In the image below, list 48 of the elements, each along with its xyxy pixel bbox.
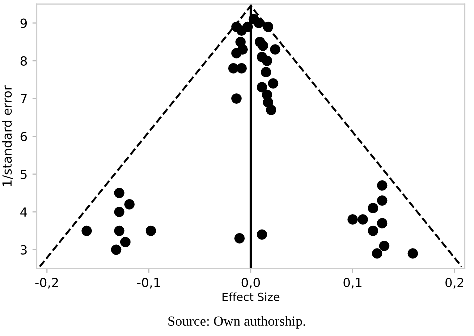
point bbox=[146, 226, 156, 236]
point bbox=[242, 22, 254, 32]
x-tick-label: -0,1 bbox=[137, 278, 160, 289]
point bbox=[257, 230, 268, 240]
point bbox=[348, 214, 358, 225]
y-tick-label: 9 bbox=[20, 18, 28, 28]
point bbox=[258, 40, 268, 52]
point bbox=[377, 218, 388, 229]
point bbox=[254, 18, 264, 28]
point bbox=[124, 199, 135, 210]
y-tick-label: 4 bbox=[20, 208, 28, 217]
point bbox=[263, 22, 274, 32]
x-axis-title: Effect Size bbox=[222, 292, 280, 302]
point bbox=[266, 104, 277, 116]
y-tick-label: 8 bbox=[20, 56, 28, 66]
y-tick-label: 3 bbox=[20, 245, 27, 255]
point bbox=[261, 67, 272, 78]
point bbox=[408, 248, 418, 259]
point bbox=[358, 214, 368, 225]
point bbox=[372, 248, 383, 259]
x-tick-label: 0,0 bbox=[242, 278, 260, 289]
point bbox=[377, 196, 388, 206]
point bbox=[114, 206, 125, 218]
y-tick-label: 6 bbox=[20, 132, 28, 142]
point bbox=[232, 94, 242, 104]
y-tick-label: 7 bbox=[21, 94, 27, 104]
y-tick-label: 5 bbox=[20, 170, 27, 180]
point bbox=[377, 180, 388, 191]
point bbox=[368, 226, 378, 236]
point bbox=[257, 82, 268, 93]
point bbox=[379, 240, 390, 252]
point bbox=[114, 188, 125, 198]
point bbox=[368, 203, 378, 214]
x-tick-label: 0,2 bbox=[446, 278, 464, 289]
point bbox=[270, 44, 281, 55]
point bbox=[114, 226, 125, 236]
point bbox=[234, 233, 245, 244]
point bbox=[268, 78, 279, 89]
x-tick-label: -0,2 bbox=[36, 278, 58, 289]
y-axis-title: 1/standard error bbox=[2, 86, 13, 186]
source-note: Source: Own authorship. bbox=[168, 316, 306, 329]
point bbox=[236, 63, 248, 74]
point bbox=[232, 48, 242, 59]
point bbox=[82, 226, 92, 236]
point bbox=[111, 244, 122, 256]
point bbox=[120, 237, 131, 248]
x-tick-label: 0,1 bbox=[344, 278, 362, 289]
point bbox=[262, 56, 272, 66]
